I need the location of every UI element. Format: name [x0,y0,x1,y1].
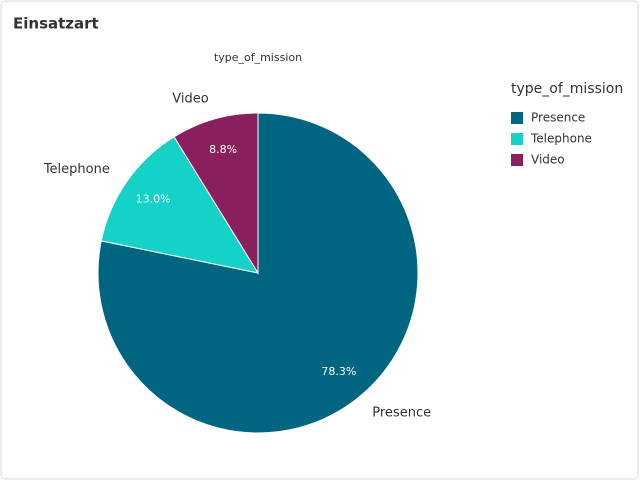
slice-label: Presence [372,406,431,421]
value-label: 13.0% [136,193,171,206]
pie-slice [173,112,259,275]
slice-label: Telephone [43,162,110,177]
pie-slice [100,136,260,274]
legend-swatch [511,133,523,145]
legend-label: Video [531,153,565,167]
legend-swatch [511,154,523,166]
legend-label: Presence [531,111,585,125]
slice-label: Video [172,92,208,107]
legend-swatch [511,112,523,124]
chart-subtitle: type_of_mission [214,51,302,64]
legend-title: type_of_mission [511,81,623,97]
chart-title: Einsatzart [13,15,99,33]
value-label: 78.3% [321,365,356,378]
legend-label: Telephone [530,132,592,146]
value-label: 8.8% [209,143,237,156]
